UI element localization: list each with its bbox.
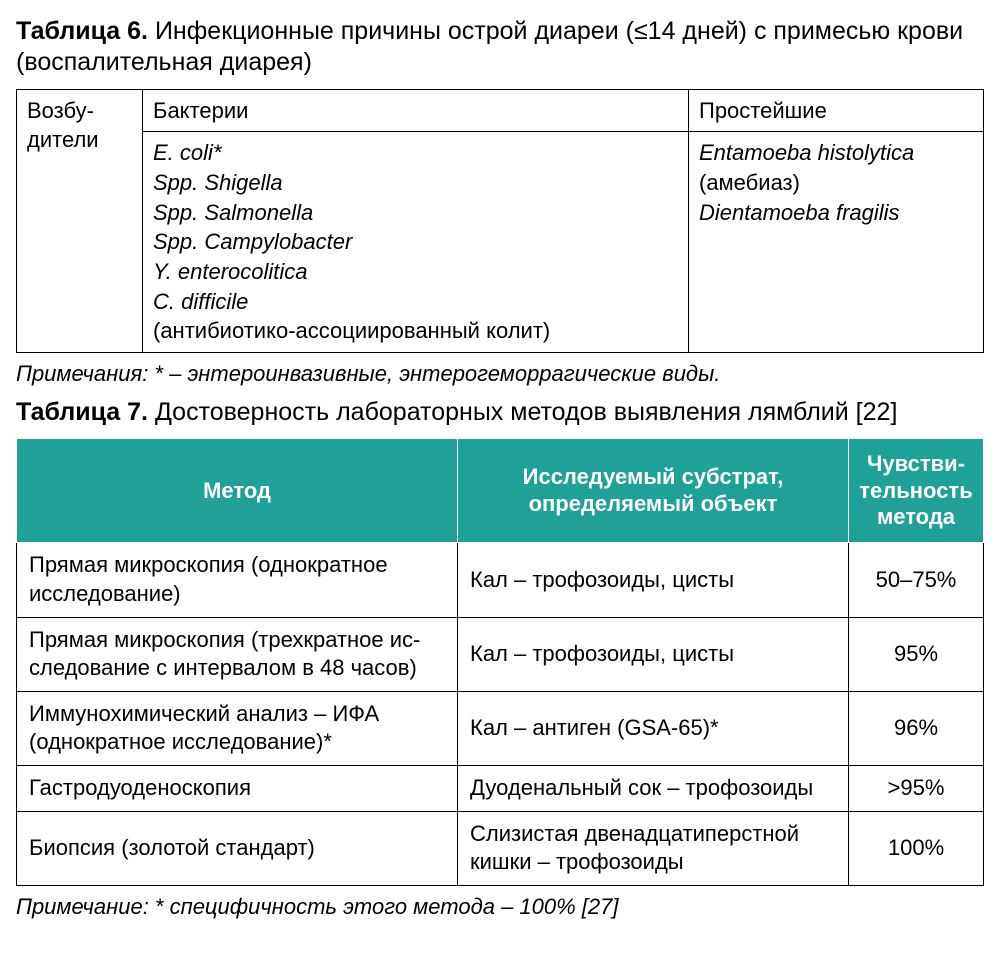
bacteria-organism: C. difficile	[153, 287, 678, 317]
protozoa-line: Entamoeba histolytica (амебиаз)	[699, 138, 973, 197]
table-row: Прямая микроскопия (однократное исследов…	[17, 543, 984, 617]
bacteria-organism: Spp. Shigella	[153, 168, 678, 198]
protozoa-organism: Dientamoeba fragilis	[699, 198, 973, 228]
bacteria-line: Spp. Salmonella	[153, 198, 678, 228]
cell-method: Биопсия (золотой стандарт)	[17, 811, 458, 885]
cell-sensitivity: 95%	[849, 617, 984, 691]
table-row: Прямая микроскопия (трехкратное ис-следо…	[17, 617, 984, 691]
cell-sensitivity: 50–75%	[849, 543, 984, 617]
cell-substrate: Кал – антиген (GSA-65)*	[458, 691, 849, 765]
table6-footnote: Примечания: * – энтероинвазивные, энтеро…	[16, 361, 984, 387]
bacteria-organism: Spp. Campylobacter	[153, 227, 678, 257]
cell-sensitivity: 100%	[849, 811, 984, 885]
protozoa-line: Dientamoeba fragilis	[699, 198, 973, 228]
cell-method: Прямая микроскопия (однократное исследов…	[17, 543, 458, 617]
table6-protozoa-cell: Entamoeba histolytica (амебиаз)Dientamoe…	[689, 132, 984, 353]
table7-col-method: Метод	[17, 439, 458, 543]
table7: Метод Исследуемый субстрат, определяемый…	[16, 438, 984, 886]
table6-bacteria-cell: E. coli*Spp. ShigellaSpp. SalmonellaSpp.…	[143, 132, 689, 353]
bacteria-line: Y. enterocolitica	[153, 257, 678, 287]
table6-col-protozoa: Простейшие	[689, 89, 984, 132]
cell-method: Иммунохимический анализ – ИФА (однократн…	[17, 691, 458, 765]
bacteria-line: Spp. Campylobacter	[153, 227, 678, 257]
table7-label: Таблица 7.	[16, 398, 148, 426]
bacteria-organism: Y. enterocolitica	[153, 257, 678, 287]
table7-col-sensitivity: Чувстви-тельность метода	[849, 439, 984, 543]
cell-method: Прямая микроскопия (трехкратное ис-следо…	[17, 617, 458, 691]
table7-footnote: Примечание: * специфичность этого метода…	[16, 894, 984, 920]
cell-method: Гастродуоденоскопия	[17, 765, 458, 811]
table6-title-text: Инфекционные причины острой диареи (≤14 …	[16, 17, 963, 76]
cell-substrate: Кал – трофозоиды, цисты	[458, 617, 849, 691]
table6-label: Таблица 6.	[16, 17, 148, 45]
cell-sensitivity: >95%	[849, 765, 984, 811]
bacteria-line: C. difficile (антибиотико-ассоциированны…	[153, 287, 678, 346]
bacteria-suffix: (антибиотико-ассоциированный колит)	[153, 316, 678, 346]
cell-substrate: Дуоденальный сок – трофозоиды	[458, 765, 849, 811]
bacteria-line: Spp. Shigella	[153, 168, 678, 198]
table-row: Иммунохимический анализ – ИФА (однократн…	[17, 691, 984, 765]
bacteria-organism: E. coli*	[153, 138, 678, 168]
table6-title: Таблица 6. Инфекционные причины острой д…	[16, 16, 984, 79]
bacteria-line: E. coli*	[153, 138, 678, 168]
bacteria-organism: Spp. Salmonella	[153, 198, 678, 228]
table7-col-substrate: Исследуемый субстрат, определяемый объек…	[458, 439, 849, 543]
table6-rowheader: Возбу-дители	[17, 89, 143, 353]
table7-title: Таблица 7. Достоверность лабораторных ме…	[16, 397, 984, 428]
cell-substrate: Кал – трофозоиды, цисты	[458, 543, 849, 617]
table-row: ГастродуоденоскопияДуоденальный сок – тр…	[17, 765, 984, 811]
protozoa-suffix: (амебиаз)	[699, 168, 973, 198]
cell-sensitivity: 96%	[849, 691, 984, 765]
table7-title-text: Достоверность лабораторных методов выявл…	[155, 398, 897, 426]
table6-col-bacteria: Бактерии	[143, 89, 689, 132]
protozoa-organism: Entamoeba histolytica	[699, 138, 973, 168]
table6: Возбу-дители Бактерии Простейшие E. coli…	[16, 89, 984, 354]
table-row: Биопсия (золотой стандарт)Слизистая двен…	[17, 811, 984, 885]
cell-substrate: Слизистая двенадцатиперстной кишки – тро…	[458, 811, 849, 885]
